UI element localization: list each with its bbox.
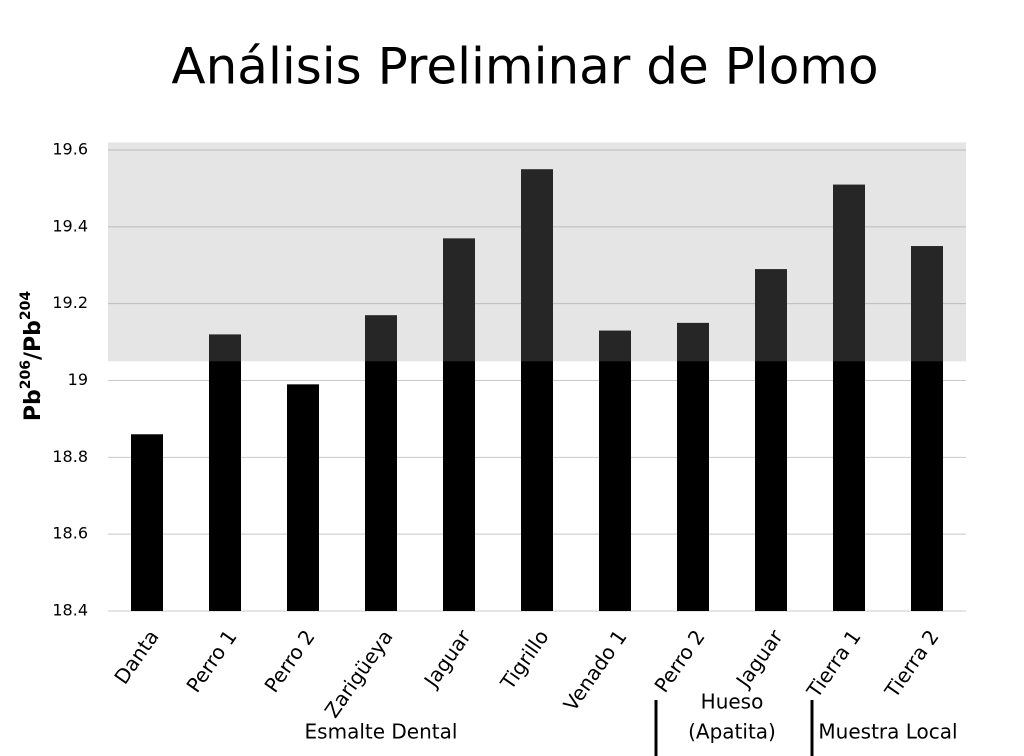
y-tick-label: 18.8: [52, 447, 88, 466]
group-label: Muestra Local: [818, 720, 957, 744]
y-tick-label: 18.4: [52, 601, 88, 620]
bar: [209, 334, 241, 611]
highlight-band: [108, 142, 966, 362]
x-tick-label: Tigrillo: [495, 625, 554, 694]
y-label-sup: 204: [18, 291, 34, 320]
bar: [443, 238, 475, 611]
bar: [287, 384, 319, 611]
x-tick-label: Tierra 1: [801, 625, 865, 703]
y-tick-label: 19.6: [52, 140, 88, 159]
bar: [365, 315, 397, 611]
bar: [599, 330, 631, 611]
x-tick-label: Venado 1: [558, 625, 631, 715]
x-tick-label: Perro 1: [181, 625, 241, 697]
y-label-sup: 206: [18, 360, 34, 389]
y-tick-label: 19: [68, 370, 88, 389]
bar: [911, 246, 943, 611]
bar: [755, 269, 787, 611]
bar: [131, 434, 163, 611]
x-tick-label: Jaguar: [418, 625, 476, 693]
x-tick-label: Jaguar: [730, 625, 788, 693]
bar: [521, 169, 553, 612]
x-tick-label: Zarigüeya: [320, 625, 398, 722]
y-tick-label: 18.6: [52, 524, 88, 543]
x-tick-label: Danta: [109, 625, 163, 688]
y-tick-label: 19.2: [52, 293, 88, 312]
y-label-part: Pb: [21, 389, 46, 421]
y-axis-label: Pb206/Pb204: [18, 291, 46, 422]
group-label: Hueso: [701, 690, 764, 714]
y-label-part: /Pb: [21, 320, 46, 360]
x-tick-label: Perro 2: [259, 625, 319, 697]
bar: [833, 184, 865, 611]
x-tick-label: Tierra 2: [879, 625, 943, 703]
bar: [677, 322, 709, 611]
chart-title: Análisis Preliminar de Plomo: [171, 38, 878, 96]
x-tick-label: Perro 2: [649, 625, 709, 697]
group-label: Esmalte Dental: [305, 720, 458, 744]
group-label: (Apatita): [688, 720, 776, 744]
y-tick-label: 19.4: [52, 216, 88, 235]
